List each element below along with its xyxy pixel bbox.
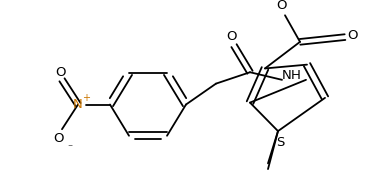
- Text: O: O: [277, 0, 287, 12]
- Text: N: N: [282, 69, 292, 82]
- Text: H: H: [291, 69, 301, 82]
- Text: N: N: [73, 98, 83, 111]
- Text: O: O: [55, 66, 65, 79]
- Text: S: S: [276, 136, 284, 149]
- Text: ⁻: ⁻: [67, 143, 73, 153]
- Text: +: +: [82, 93, 90, 103]
- Text: O: O: [53, 132, 63, 145]
- Text: O: O: [227, 30, 237, 43]
- Text: O: O: [348, 29, 358, 42]
